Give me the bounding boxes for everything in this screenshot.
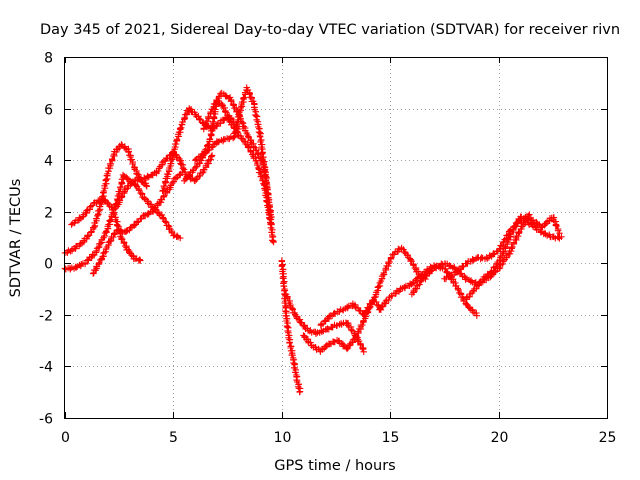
y-tick-label: 6 [44,103,53,119]
y-tick-label: -2 [39,309,53,325]
y-tick-label: 2 [44,206,53,222]
chart-title: Day 345 of 2021, Sidereal Day-to-day VTE… [40,22,620,38]
x-tick-label: 10 [274,430,292,446]
series-markers [462,213,563,303]
series-markers [89,169,186,277]
x-tick-label: 5 [169,430,178,446]
y-axis-label: SDTVAR / TECUs [8,179,24,298]
x-tick-label: 15 [382,430,400,446]
series-markers [317,244,429,329]
y-tick-label: 0 [44,257,53,273]
y-tick-label: -4 [39,360,53,376]
series-arc-9 [200,89,277,246]
series-arc-17 [462,213,563,303]
x-axis-label: GPS time / hours [274,458,395,474]
series-markers [278,257,304,396]
series-markers [282,291,367,355]
x-tick-label: 0 [61,430,70,446]
x-tick-label: 20 [491,430,509,446]
series-arc-10 [278,257,304,396]
y-tick-label: 4 [44,154,53,170]
tick-layer: 0 5 10 15 20 25 -6 -4 -2 0 2 4 6 8 [39,51,616,447]
series-arc-13 [317,244,429,329]
x-tick-label: 25 [599,430,617,446]
y-tick-label: -6 [39,412,53,428]
plot-frame [64,57,608,419]
series-markers [200,89,277,246]
y-tick-label: 8 [44,51,53,67]
series-arc-4 [89,169,186,277]
data-layer [61,84,565,396]
series-arc-11 [282,291,367,355]
